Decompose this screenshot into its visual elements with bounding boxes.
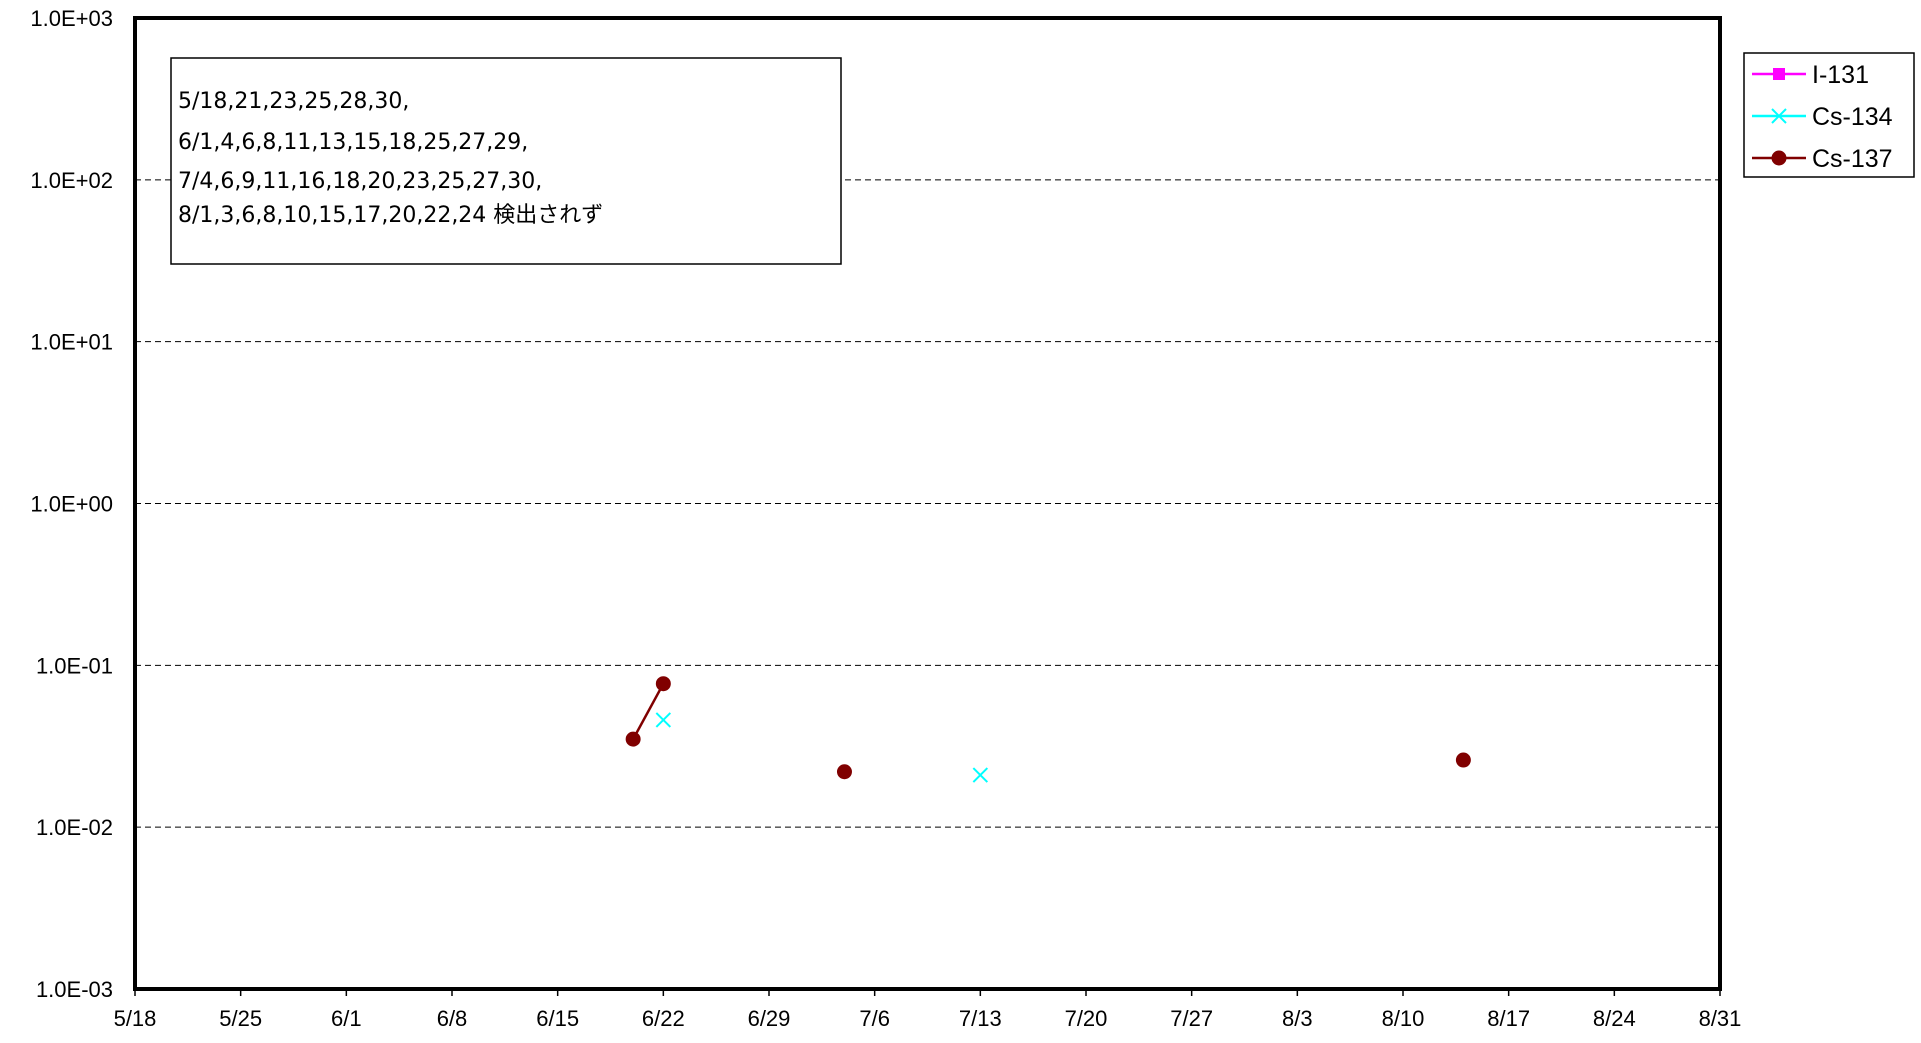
y-tick-label: 1.0E+00: [30, 492, 113, 517]
y-axis-labels: 1.0E+03 1.0E+02 1.0E+01 1.0E+00 1.0E-01 1.0E-…: [30, 6, 113, 1002]
x-tick-label: 7/13: [959, 1006, 1002, 1031]
x-axis-ticks: 5/18 5/25 6/1 6/8 6/15 6/22 6/29 7/6 7/13 7/20 7/2…: [114, 989, 1742, 1031]
legend-marker: [1771, 108, 1787, 124]
data-point: [836, 764, 852, 780]
x-tick-label: 6/8: [437, 1006, 468, 1031]
x-tick-label: 6/15: [536, 1006, 579, 1031]
plot-area: [133, 16, 1722, 991]
data-point: [972, 767, 989, 783]
gridlines: [135, 179, 1720, 828]
legend-marker: [1771, 150, 1787, 166]
data-point: [655, 676, 671, 692]
x-tick-label: 6/1: [331, 1006, 362, 1031]
x-stroke: [1771, 108, 1787, 124]
x-tick-label: 8/3: [1282, 1006, 1313, 1031]
x-tick-label: 7/6: [859, 1006, 890, 1031]
legend-items: [1752, 68, 1806, 166]
y-tick-label: 1.0E+03: [30, 6, 113, 31]
data-point: [625, 731, 641, 747]
x-tick-label: 8/17: [1487, 1006, 1530, 1031]
y-tick-label: 1.0E+01: [30, 330, 113, 355]
x-tick-label: 6/22: [642, 1006, 685, 1031]
series-line: [632, 683, 665, 740]
x-stroke: [655, 712, 672, 728]
x-tick-label: 5/18: [114, 1006, 157, 1031]
x-tick-label: 7/27: [1170, 1006, 1213, 1031]
series: [625, 676, 1471, 783]
x-tick-label: 8/10: [1382, 1006, 1425, 1031]
annotation-line: 6/1,4,6,8,11,13,15,18,25,27,29,: [178, 130, 528, 155]
annotation-line: 8/1,3,6,8,10,15,17,20,22,24 検出されず: [178, 203, 603, 228]
y-tick-label: 1.0E-02: [36, 815, 113, 840]
y-tick-label: 1.0E-03: [36, 977, 113, 1002]
x-stroke: [972, 767, 989, 783]
legend: I-131 Cs-134 Cs-137: [1743, 52, 1915, 178]
y-tick-label: 1.0E-01: [36, 653, 113, 678]
legend-label: Cs-137: [1812, 145, 1893, 173]
x-tick-label: 7/20: [1065, 1006, 1108, 1031]
series-cs-134: [655, 712, 989, 783]
legend-label: Cs-134: [1812, 103, 1893, 131]
data-point: [1455, 752, 1471, 768]
x-tick-label: 6/29: [748, 1006, 791, 1031]
annotation-line: 5/18,21,23,25,28,30,: [178, 89, 409, 114]
data-point: [655, 712, 672, 728]
annotation-box: 5/18,21,23,25,28,30, 6/1,4,6,8,11,13,15,…: [170, 57, 842, 265]
annotation-frame: [170, 57, 842, 265]
series-cs-137: [625, 676, 1471, 780]
legend-label: I-131: [1812, 61, 1869, 89]
x-tick-label: 8/31: [1699, 1006, 1742, 1031]
annotation-line: 7/4,6,9,11,16,18,20,23,25,27,30,: [178, 169, 542, 194]
legend-marker: [1773, 68, 1785, 80]
x-tick-label: 5/25: [219, 1006, 262, 1031]
x-tick-label: 8/24: [1593, 1006, 1636, 1031]
y-tick-label: 1.0E+02: [30, 168, 113, 193]
